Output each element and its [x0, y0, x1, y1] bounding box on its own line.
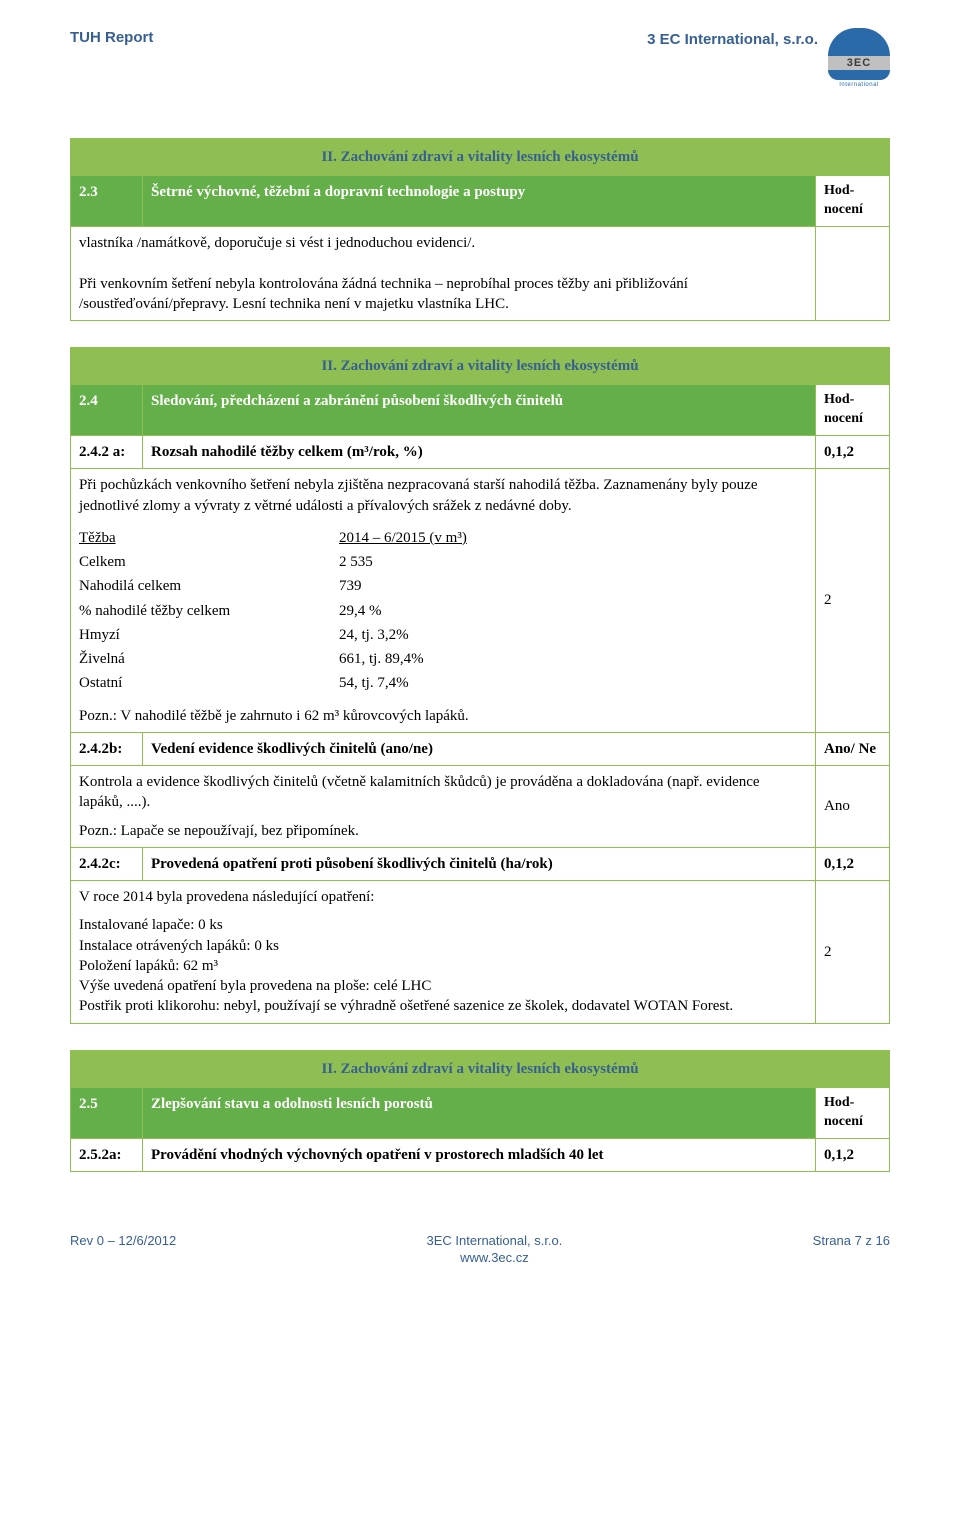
body-line: Při venkovním šetření nebyla kontrolován…	[79, 276, 688, 312]
value-cell: 2	[816, 469, 890, 733]
sub-row-2-4-2b: 2.4.2b: Vedení evidence škodlivých činit…	[71, 732, 890, 765]
section-heading: Zlepšování stavu a odolnosti lesních por…	[143, 1087, 816, 1138]
header-company: 3 EC International, s.r.o.	[647, 28, 818, 50]
logo-subtext: International	[828, 82, 890, 88]
footer-left: Rev 0 – 12/6/2012	[70, 1232, 176, 1267]
hodnoceni-label: Hod-nocení	[816, 1087, 890, 1138]
data-row: % nahodilé těžby celkem29,4 %	[79, 599, 483, 623]
footer-center: 3EC International, s.r.o. www.3ec.cz	[427, 1232, 563, 1267]
section-header-row: 2.5 Zlepšování stavu a odolnosti lesních…	[71, 1087, 890, 1138]
data-row: Nahodilá celkem739	[79, 574, 483, 598]
value-cell: 2	[816, 881, 890, 1024]
body-paragraph: Kontrola a evidence škodlivých činitelů …	[79, 772, 807, 813]
value-cell: Ano	[816, 766, 890, 848]
logo-text: 3EC	[828, 56, 890, 70]
sub-number: 2.4.2 a:	[71, 436, 143, 469]
section-heading: Šetrné výchovné, těžební a dopravní tech…	[143, 176, 816, 227]
data-row: Celkem2 535	[79, 550, 483, 574]
sub-row-2-4-2a: 2.4.2 a: Rozsah nahodilé těžby celkem (m…	[71, 436, 890, 469]
data-header-period: 2014 – 6/2015 (v m³)	[339, 530, 467, 546]
table-title-row: II. Zachování zdraví a vitality lesních …	[71, 348, 890, 385]
sub-value: 0,1,2	[816, 847, 890, 880]
body-line: Instalované lapače: 0 ks	[79, 915, 807, 935]
value-cell	[816, 227, 890, 321]
sub-row-2-5-2a: 2.5.2a: Provádění vhodných výchovných op…	[71, 1138, 890, 1171]
body-line: Položení lapáků: 62 m³	[79, 956, 807, 976]
logo-3ec-icon: 3EC International	[828, 28, 890, 88]
body-cell: V roce 2014 byla provedena následující o…	[71, 881, 816, 1024]
table-row: Při pochůzkách venkovního šetření nebyla…	[71, 469, 890, 733]
section-number: 2.3	[71, 176, 143, 227]
data-row-header: Těžba 2014 – 6/2015 (v m³)	[79, 526, 483, 550]
data-val: 739	[339, 574, 483, 598]
body-line: Výše uvedená opatření byla provedena na …	[79, 976, 807, 996]
sub-number: 2.5.2a:	[71, 1138, 143, 1171]
body-paragraph: V roce 2014 byla provedena následující o…	[79, 887, 807, 907]
data-key: Ostatní	[79, 671, 339, 695]
table-row: V roce 2014 byla provedena následující o…	[71, 881, 890, 1024]
body-line: vlastníka /namátkově, doporučuje si vést…	[79, 235, 475, 251]
section-header-row: 2.3 Šetrné výchovné, těžební a dopravní …	[71, 176, 890, 227]
table-section-2-3: II. Zachování zdraví a vitality lesních …	[70, 138, 890, 321]
data-val: 54, tj. 7,4%	[339, 671, 483, 695]
table-row: Kontrola a evidence škodlivých činitelů …	[71, 766, 890, 848]
body-paragraph: Při pochůzkách venkovního šetření nebyla…	[79, 475, 807, 516]
section-header-row: 2.4 Sledování, předcházení a zabránění p…	[71, 385, 890, 436]
page-header: TUH Report 3 EC International, s.r.o. 3E…	[70, 28, 890, 88]
section-title: II. Zachování zdraví a vitality lesních …	[71, 1050, 890, 1087]
data-val: 24, tj. 3,2%	[339, 623, 483, 647]
footer-company: 3EC International, s.r.o.	[427, 1233, 563, 1248]
body-cell: vlastníka /namátkově, doporučuje si vést…	[71, 227, 816, 321]
data-row: Hmyzí24, tj. 3,2%	[79, 623, 483, 647]
data-key: Nahodilá celkem	[79, 574, 339, 598]
sub-title: Provádění vhodných výchovných opatření v…	[143, 1138, 816, 1171]
sub-title: Provedená opatření proti působení škodli…	[143, 847, 816, 880]
section-heading: Sledování, předcházení a zabránění působ…	[143, 385, 816, 436]
table-section-2-4: II. Zachování zdraví a vitality lesních …	[70, 347, 890, 1024]
header-right: 3 EC International, s.r.o. 3EC Internati…	[647, 28, 890, 88]
data-key: Hmyzí	[79, 623, 339, 647]
body-cell: Kontrola a evidence škodlivých činitelů …	[71, 766, 816, 848]
data-val: 661, tj. 89,4%	[339, 647, 483, 671]
hodnoceni-label: Hod-nocení	[816, 385, 890, 436]
data-val: 29,4 %	[339, 599, 483, 623]
sub-title: Vedení evidence škodlivých činitelů (ano…	[143, 732, 816, 765]
footer-url: www.3ec.cz	[460, 1250, 529, 1265]
data-header-label: Těžba	[79, 530, 116, 546]
section-title: II. Zachování zdraví a vitality lesních …	[71, 348, 890, 385]
body-paragraph: Pozn.: Lapače se nepoužívají, bez připom…	[79, 821, 807, 841]
data-val: 2 535	[339, 550, 483, 574]
page-footer: Rev 0 – 12/6/2012 3EC International, s.r…	[70, 1232, 890, 1267]
sub-title: Rozsah nahodilé těžby celkem (m³/rok, %)	[143, 436, 816, 469]
data-row: Ostatní54, tj. 7,4%	[79, 671, 483, 695]
sub-number: 2.4.2c:	[71, 847, 143, 880]
data-row: Živelná661, tj. 89,4%	[79, 647, 483, 671]
section-number: 2.5	[71, 1087, 143, 1138]
section-number: 2.4	[71, 385, 143, 436]
tezba-data-table: Těžba 2014 – 6/2015 (v m³) Celkem2 535 N…	[79, 526, 483, 696]
data-key: Celkem	[79, 550, 339, 574]
table-title-row: II. Zachování zdraví a vitality lesních …	[71, 1050, 890, 1087]
body-cell: Při pochůzkách venkovního šetření nebyla…	[71, 469, 816, 733]
sub-value: 0,1,2	[816, 436, 890, 469]
data-key: Živelná	[79, 647, 339, 671]
sub-value: Ano/ Ne	[816, 732, 890, 765]
table-row: vlastníka /namátkově, doporučuje si vést…	[71, 227, 890, 321]
section-title: II. Zachování zdraví a vitality lesních …	[71, 139, 890, 176]
hodnoceni-label: Hod-nocení	[816, 176, 890, 227]
sub-row-2-4-2c: 2.4.2c: Provedená opatření proti působen…	[71, 847, 890, 880]
body-line: Postřik proti klikorohu: nebyl, používaj…	[79, 996, 807, 1016]
body-note: Pozn.: V nahodilé těžbě je zahrnuto i 62…	[79, 706, 807, 726]
table-section-2-5: II. Zachování zdraví a vitality lesních …	[70, 1050, 890, 1172]
sub-number: 2.4.2b:	[71, 732, 143, 765]
data-key: % nahodilé těžby celkem	[79, 599, 339, 623]
header-left: TUH Report	[70, 28, 153, 48]
table-title-row: II. Zachování zdraví a vitality lesních …	[71, 139, 890, 176]
sub-value: 0,1,2	[816, 1138, 890, 1171]
footer-right: Strana 7 z 16	[813, 1232, 890, 1267]
body-line: Instalace otrávených lapáků: 0 ks	[79, 936, 807, 956]
